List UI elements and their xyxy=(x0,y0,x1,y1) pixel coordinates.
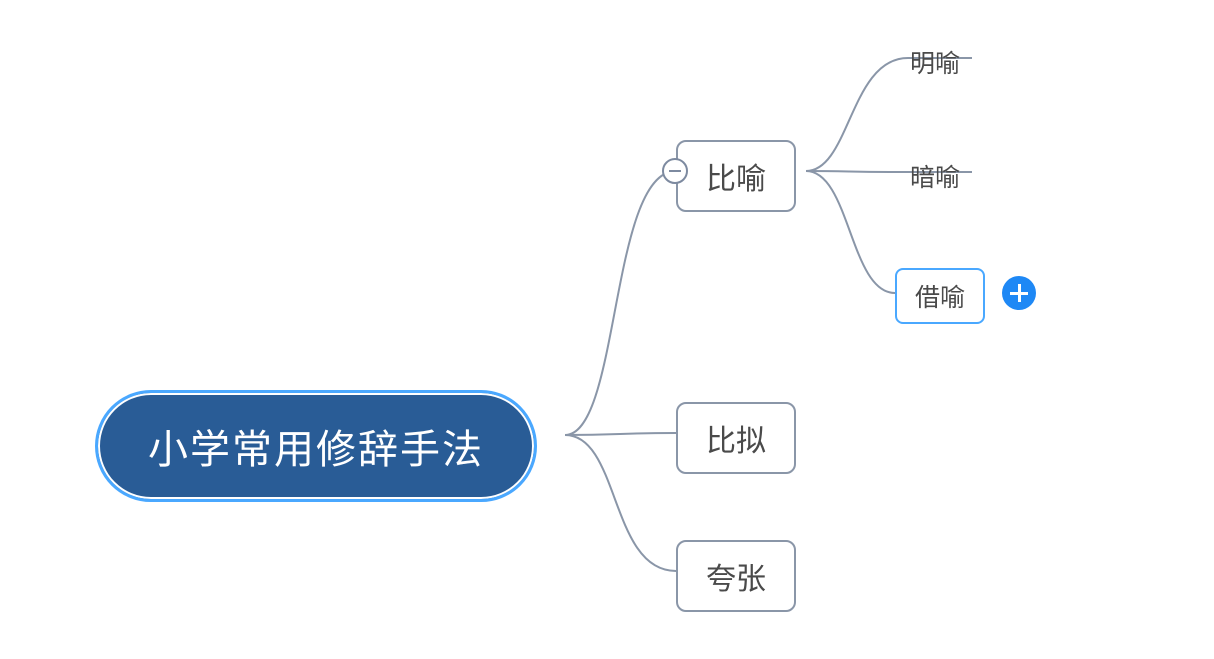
root-label: 小学常用修辞手法 xyxy=(148,417,484,475)
branch-node-kuazhang[interactable]: 夸张 xyxy=(676,540,796,612)
root-node[interactable]: 小学常用修辞手法 xyxy=(95,390,537,502)
leaf-label: 明喻 xyxy=(910,44,960,80)
branch-label: 夸张 xyxy=(706,554,766,598)
mindmap-canvas: 小学常用修辞手法 比喻 比拟 夸张 明喻 暗喻 借喻 xyxy=(0,0,1214,659)
collapse-toggle-biyu[interactable] xyxy=(662,158,688,184)
connector-layer xyxy=(0,0,1214,659)
branch-node-bini[interactable]: 比拟 xyxy=(676,402,796,474)
branch-label: 比拟 xyxy=(706,416,766,460)
add-child-button[interactable] xyxy=(1002,276,1036,310)
branch-node-biyu[interactable]: 比喻 xyxy=(676,140,796,212)
leaf-node-jieyu[interactable]: 借喻 xyxy=(895,268,985,324)
leaf-node-mingyu[interactable]: 明喻 xyxy=(910,44,960,80)
leaf-label: 暗喻 xyxy=(910,158,960,194)
leaf-label: 借喻 xyxy=(915,278,965,314)
branch-label: 比喻 xyxy=(706,154,766,198)
leaf-node-anyu[interactable]: 暗喻 xyxy=(910,158,960,194)
